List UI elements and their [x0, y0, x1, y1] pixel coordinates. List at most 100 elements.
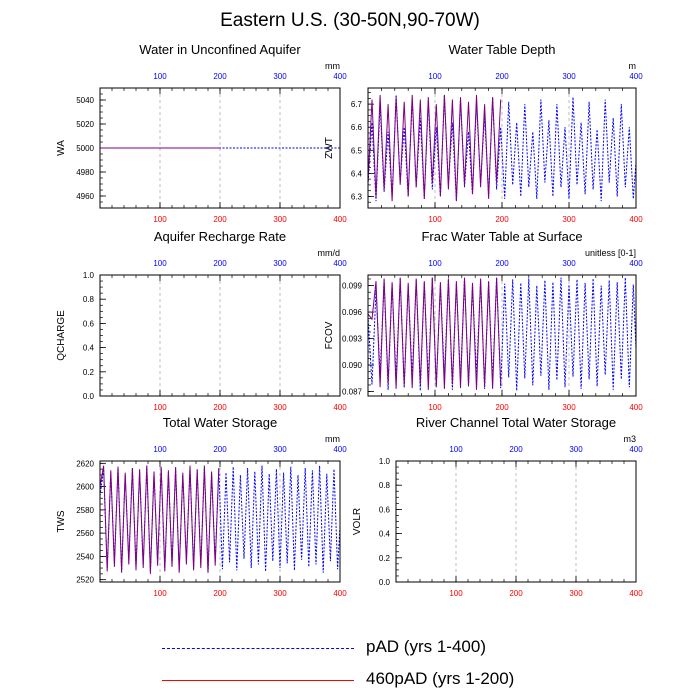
- y-axis-label: ZWT: [324, 137, 335, 159]
- y-tick-label: 0.4: [83, 344, 95, 353]
- x-tick-label-bottom: 300: [562, 215, 576, 224]
- x-tick-label-top: 100: [153, 445, 167, 454]
- y-tick-label: 0.0: [83, 392, 95, 401]
- y-tick-label: 5040: [76, 96, 94, 105]
- y-tick-label: 0.8: [379, 481, 391, 490]
- x-tick-label-bottom: 400: [333, 589, 347, 598]
- x-tick-label-bottom: 400: [629, 403, 643, 412]
- panel-units: mm: [325, 61, 340, 71]
- y-tick-label: 2520: [76, 576, 94, 585]
- x-tick-label-bottom: 200: [495, 215, 509, 224]
- y-axis-label: TWS: [56, 510, 67, 533]
- plot-frame: [395, 460, 637, 583]
- legend-line-series1: [162, 648, 354, 649]
- y-axis-label: WA: [56, 140, 67, 156]
- x-tick-label-top: 400: [629, 259, 643, 268]
- y-tick-label: 2560: [76, 529, 94, 538]
- x-tick-label-bottom: 300: [562, 403, 576, 412]
- x-tick-label-top: 100: [153, 72, 167, 81]
- y-tick-label: 2540: [76, 552, 94, 561]
- x-tick-label-top: 200: [495, 72, 509, 81]
- x-tick-label-top: 400: [333, 259, 347, 268]
- y-tick-label: 0.0: [379, 578, 391, 587]
- y-tick-label: 2580: [76, 506, 94, 515]
- y-axis-label: FCOV: [324, 321, 335, 349]
- plot-frame: [99, 460, 341, 583]
- panel-2: Water Table Depth m ZWT 100 200 300 400 100 200 3…: [324, 42, 643, 224]
- legend-label-series1: pAD (yrs 1-400): [366, 637, 486, 656]
- y-tick-label: 0.090: [342, 361, 363, 370]
- series-line-1: [99, 465, 341, 573]
- x-tick-label-top: 200: [509, 445, 523, 454]
- legend-line-series2: [162, 680, 354, 681]
- panel-units: mm/d: [318, 248, 341, 258]
- y-tick-label: 6.6: [351, 123, 363, 132]
- x-tick-label-top: 100: [428, 72, 442, 81]
- x-tick-label-top: 400: [333, 445, 347, 454]
- series-line-2: [99, 465, 220, 574]
- plot-frame: [367, 87, 637, 209]
- x-tick-label-top: 400: [629, 445, 643, 454]
- panel-title: Total Water Storage: [163, 415, 277, 430]
- x-tick-label-bottom: 400: [333, 403, 347, 412]
- y-tick-label: 0.8: [83, 295, 95, 304]
- x-tick-label-top: 200: [495, 259, 509, 268]
- plot-frame: [99, 274, 341, 397]
- x-tick-label-bottom: 200: [213, 215, 227, 224]
- plot-frame: [367, 274, 637, 397]
- x-tick-label-bottom: 100: [153, 215, 167, 224]
- x-tick-label-bottom: 100: [153, 403, 167, 412]
- y-tick-label: 0.093: [342, 335, 363, 344]
- y-tick-label: 0.096: [342, 308, 363, 317]
- x-tick-label-bottom: 400: [629, 589, 643, 598]
- x-tick-label-bottom: 300: [273, 215, 287, 224]
- x-tick-label-bottom: 100: [153, 589, 167, 598]
- y-tick-label: 0.4: [379, 530, 391, 539]
- x-tick-label-top: 100: [153, 259, 167, 268]
- x-tick-label-bottom: 100: [428, 215, 442, 224]
- x-tick-label-top: 200: [213, 259, 227, 268]
- x-tick-label-bottom: 300: [273, 403, 287, 412]
- series-line-2: [367, 94, 502, 202]
- plot-frame: [99, 87, 341, 209]
- y-tick-label: 2620: [76, 459, 94, 468]
- legend-label-series2: 460pAD (yrs 1-200): [366, 669, 515, 688]
- y-tick-label: 5000: [76, 144, 94, 153]
- x-tick-label-top: 200: [213, 72, 227, 81]
- y-tick-label: 6.4: [351, 169, 363, 178]
- panel-title: Water in Unconfined Aquifer: [139, 42, 301, 57]
- panel-title: Water Table Depth: [449, 42, 556, 57]
- y-tick-label: 5020: [76, 120, 94, 129]
- x-tick-label-bottom: 200: [495, 403, 509, 412]
- x-tick-label-top: 300: [569, 445, 583, 454]
- y-tick-label: 2600: [76, 483, 94, 492]
- x-tick-label-bottom: 200: [213, 589, 227, 598]
- x-tick-label-top: 300: [273, 259, 287, 268]
- y-tick-label: 4980: [76, 168, 94, 177]
- series-line-2: [367, 277, 502, 390]
- x-tick-label-bottom: 400: [333, 215, 347, 224]
- figure-title: Eastern U.S. (30-50N,90-70W): [220, 10, 480, 31]
- panel-6: River Channel Total Water Storage m3 VOLR 1…: [352, 415, 643, 598]
- x-tick-label-top: 400: [629, 72, 643, 81]
- x-tick-label-top: 100: [428, 259, 442, 268]
- y-tick-label: 0.2: [83, 368, 95, 377]
- panel-units: m: [629, 61, 637, 71]
- panel-units: m3: [623, 434, 636, 444]
- x-tick-label-top: 300: [273, 72, 287, 81]
- y-tick-label: 6.3: [351, 192, 363, 201]
- x-tick-label-bottom: 100: [428, 403, 442, 412]
- panel-title: Aquifer Recharge Rate: [154, 229, 286, 244]
- panel-title: Frac Water Table at Surface: [421, 229, 582, 244]
- y-tick-label: 0.2: [379, 554, 391, 563]
- panel-1: Water in Unconfined Aquifer mm WA 100 200 300…: [56, 42, 347, 224]
- y-tick-label: 6.5: [351, 146, 363, 155]
- y-tick-label: 0.087: [342, 388, 363, 397]
- x-tick-label-bottom: 300: [273, 589, 287, 598]
- y-tick-label: 6.7: [351, 100, 363, 109]
- y-tick-label: 1.0: [379, 457, 391, 466]
- panel-units: mm: [325, 434, 340, 444]
- y-axis-label: VOLR: [352, 508, 363, 535]
- x-tick-label-bottom: 400: [629, 215, 643, 224]
